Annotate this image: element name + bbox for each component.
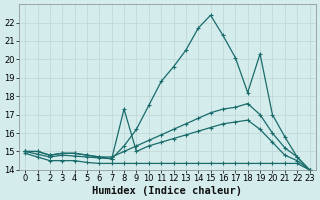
X-axis label: Humidex (Indice chaleur): Humidex (Indice chaleur) xyxy=(92,186,242,196)
